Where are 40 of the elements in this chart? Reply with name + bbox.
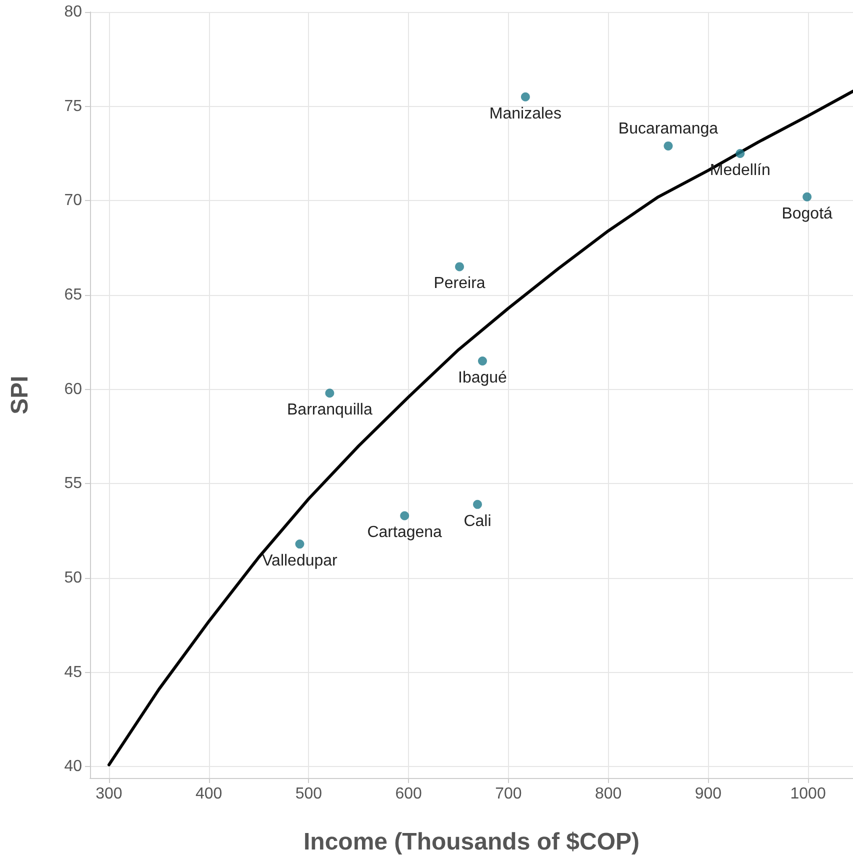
annotation: Valledupar — [262, 552, 338, 570]
point — [455, 262, 464, 272]
y-tick-label: 45 — [64, 664, 82, 681]
point — [802, 192, 812, 202]
annotation: Cartagena — [367, 524, 442, 542]
x-tick-label: 1000 — [790, 786, 826, 802]
point — [295, 540, 304, 549]
point — [400, 511, 410, 520]
x-tick-label: 600 — [395, 786, 422, 802]
x-tick-label: 300 — [96, 786, 122, 802]
point — [478, 356, 487, 366]
x-axis-title: Income (Thousands of $COP) — [303, 828, 640, 856]
annotation: Medellín — [710, 162, 770, 180]
y-tick-label: 65 — [64, 286, 82, 304]
point — [520, 92, 530, 102]
annotation: Pereira — [434, 275, 486, 292]
annotation: Ibagué — [458, 370, 508, 387]
y-tick-label: 80 — [64, 4, 82, 20]
annotation: Barranquilla — [286, 402, 372, 419]
y-tick-label: 75 — [64, 98, 82, 115]
annotation: Manizales — [489, 105, 562, 122]
x-tick-label: 900 — [694, 786, 722, 802]
y-axis-title: SPI — [6, 376, 34, 414]
point — [473, 500, 482, 509]
annotation: Bogotá — [782, 205, 833, 222]
y-tick-label: 60 — [64, 380, 82, 398]
point — [664, 141, 673, 150]
x-tick-label: 700 — [495, 786, 522, 802]
y-tick-label: 40 — [64, 758, 82, 776]
point — [736, 149, 745, 158]
x-tick-label: 400 — [195, 786, 222, 802]
annotation: Bucaramanga — [618, 120, 718, 138]
x-tick-label: 500 — [295, 786, 322, 802]
point — [325, 388, 334, 398]
line-series — [107, 90, 853, 766]
y-tick-label: 55 — [64, 475, 82, 492]
y-tick-label: 50 — [64, 570, 82, 587]
x-tick-label: 800 — [594, 786, 622, 802]
y-tick-label: 70 — [64, 192, 82, 210]
annotation: Cali — [464, 512, 492, 530]
